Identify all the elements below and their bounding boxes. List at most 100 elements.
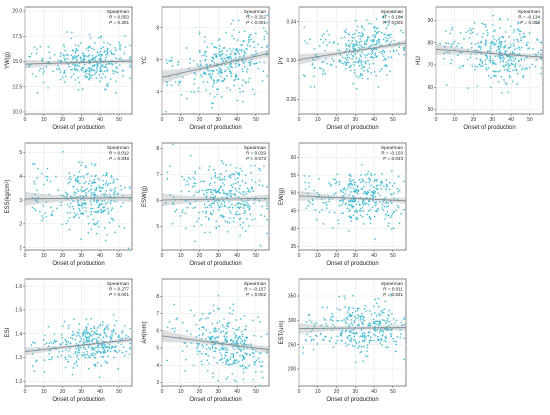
data-point: [102, 321, 104, 323]
data-point: [42, 217, 45, 220]
y-tick-label: 7: [156, 172, 159, 178]
data-point: [84, 76, 87, 79]
data-point: [367, 59, 369, 62]
data-point: [239, 167, 242, 170]
data-point: [352, 331, 355, 334]
data-point: [234, 194, 237, 197]
data-point: [193, 314, 196, 317]
data-point: [79, 346, 82, 349]
data-point: [104, 65, 107, 68]
data-point: [225, 346, 228, 349]
data-point: [526, 41, 529, 44]
data-point: [450, 43, 453, 46]
data-point: [229, 363, 232, 366]
data-point: [231, 339, 234, 342]
data-point: [93, 356, 96, 359]
data-point: [386, 37, 389, 40]
data-point: [395, 319, 398, 322]
data-point: [81, 186, 83, 189]
data-point: [70, 54, 73, 57]
data-point: [515, 69, 518, 72]
data-point: [80, 42, 82, 44]
data-point: [310, 339, 313, 342]
data-point: [128, 353, 131, 356]
data-point: [169, 165, 172, 167]
data-point: [351, 294, 354, 297]
data-point: [328, 198, 331, 201]
data-point: [201, 334, 204, 336]
data-point: [213, 310, 215, 312]
data-point: [88, 74, 90, 76]
data-point: [354, 53, 357, 55]
data-point: [509, 64, 511, 67]
data-point: [96, 327, 99, 329]
data-point: [243, 314, 246, 317]
data-point: [121, 331, 123, 334]
data-point: [259, 169, 262, 172]
data-point: [253, 334, 256, 337]
x-tick-label: 20: [334, 117, 340, 123]
data-point: [390, 40, 392, 43]
data-point: [375, 43, 378, 46]
data-point: [389, 200, 392, 203]
data-point: [28, 65, 30, 68]
data-point: [263, 35, 266, 38]
data-point: [250, 164, 252, 167]
data-point: [367, 70, 369, 73]
data-point: [118, 47, 121, 49]
data-point: [103, 344, 106, 347]
data-point: [77, 45, 80, 47]
data-point: [311, 338, 313, 341]
data-point: [480, 46, 482, 49]
data-point: [502, 56, 505, 59]
data-point: [223, 178, 226, 181]
data-point: [242, 190, 245, 193]
data-point: [68, 181, 71, 183]
data-point: [487, 74, 490, 77]
data-point: [505, 44, 507, 47]
data-point: [385, 14, 387, 16]
data-point: [84, 335, 87, 338]
data-point: [211, 202, 213, 204]
data-point: [85, 72, 88, 75]
data-point: [359, 48, 361, 50]
data-point: [360, 181, 362, 184]
data-point: [129, 64, 131, 67]
data-point: [233, 332, 236, 335]
data-point: [85, 173, 88, 176]
data-point: [369, 172, 372, 175]
data-point: [344, 193, 347, 196]
data-point: [232, 183, 235, 185]
data-point: [393, 197, 396, 200]
data-point: [129, 44, 131, 47]
data-point: [230, 195, 233, 198]
data-point: [352, 307, 355, 309]
data-point: [204, 206, 207, 209]
data-point: [55, 68, 58, 70]
data-point: [355, 29, 358, 32]
data-point: [100, 58, 102, 61]
data-point: [355, 61, 357, 63]
data-point: [346, 316, 349, 318]
data-point: [321, 306, 324, 309]
data-point: [233, 359, 236, 362]
data-point: [213, 168, 215, 171]
data-point: [334, 178, 337, 181]
data-point: [211, 70, 214, 72]
data-point: [224, 63, 227, 66]
data-point: [231, 206, 234, 209]
data-point: [238, 87, 241, 90]
data-point: [233, 173, 236, 176]
data-point: [98, 325, 100, 328]
data-point: [385, 74, 388, 76]
data-point: [244, 328, 247, 331]
data-point: [214, 46, 216, 49]
data-point: [353, 44, 356, 47]
data-point: [250, 156, 252, 159]
data-point: [44, 212, 46, 215]
data-point: [83, 190, 85, 192]
data-point: [243, 358, 245, 361]
data-point: [100, 47, 103, 50]
data-point: [95, 232, 98, 235]
